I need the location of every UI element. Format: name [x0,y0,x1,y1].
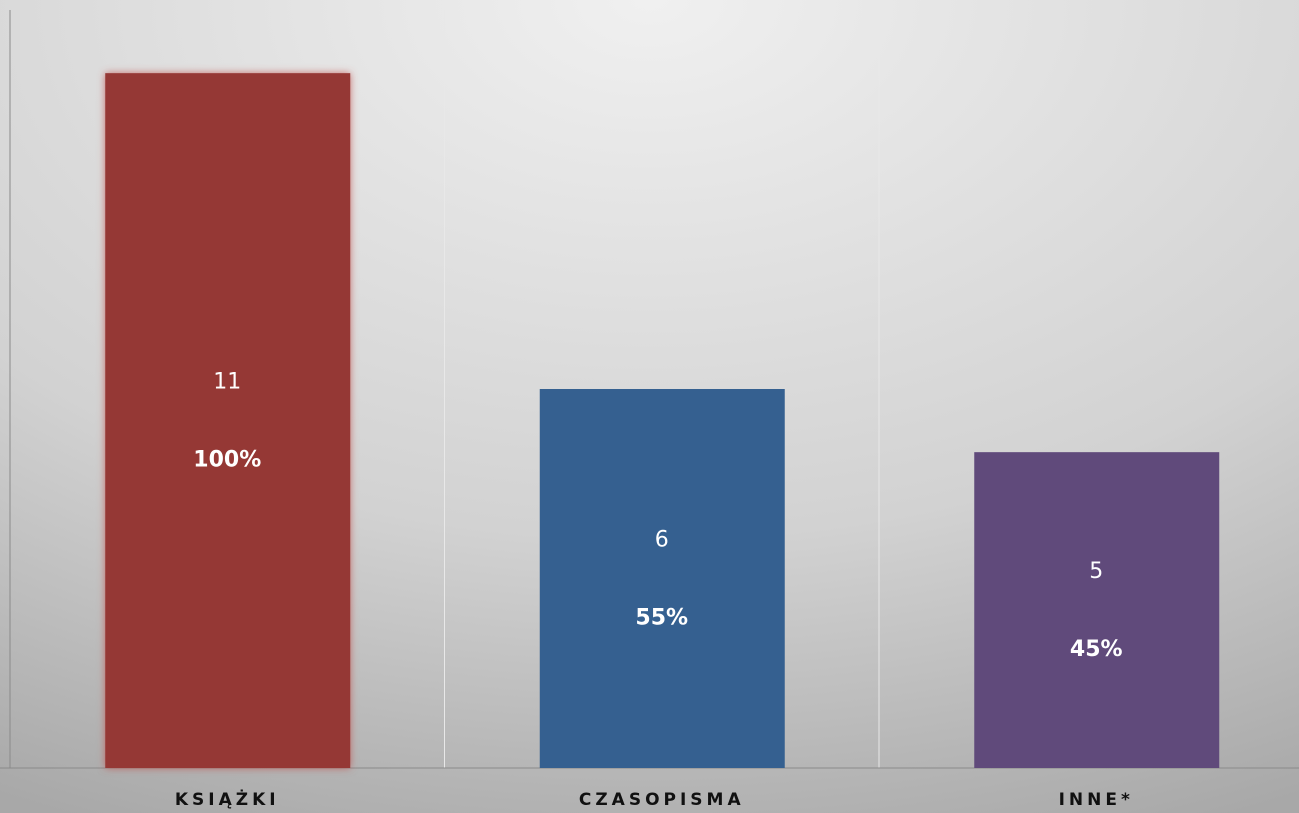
data-label: 6 [655,528,669,553]
x-tick-label: CZASOPISMA [579,790,745,810]
bar [539,389,785,768]
percent-label: 100% [193,448,261,473]
percent-label: 45% [1070,637,1123,662]
bar [105,73,351,768]
bar [974,452,1220,768]
percent-label: 55% [635,606,688,631]
x-tick-label: KSIĄŻKI [175,788,280,810]
x-tick-label: INNE* [1059,790,1134,810]
data-label: 5 [1089,559,1103,584]
data-label: 11 [213,370,241,395]
